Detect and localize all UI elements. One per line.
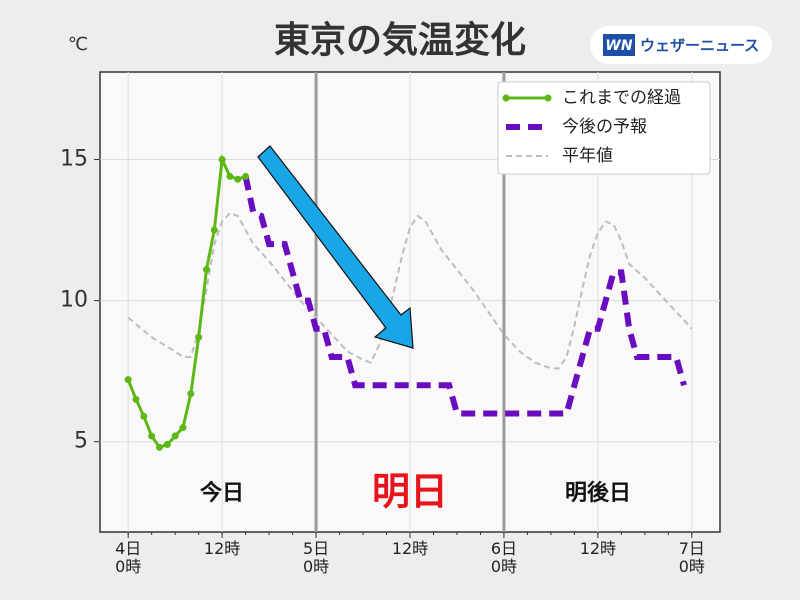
data-point bbox=[234, 175, 242, 183]
data-point bbox=[218, 155, 226, 163]
data-point bbox=[226, 172, 234, 180]
data-point bbox=[195, 333, 203, 341]
x-tick-label: 6日 0時 bbox=[490, 539, 518, 576]
logo-text: ウェザーニュース bbox=[640, 37, 759, 55]
data-point bbox=[155, 443, 163, 451]
chart-title: 東京の気温変化 bbox=[274, 19, 526, 61]
data-point bbox=[242, 172, 250, 180]
y-tick-label: 15 bbox=[60, 146, 88, 171]
data-point bbox=[210, 226, 218, 234]
x-tick-label: 5日 0時 bbox=[302, 539, 330, 576]
day-label: 明日 bbox=[372, 470, 448, 514]
data-point bbox=[179, 424, 187, 432]
data-point bbox=[124, 376, 132, 384]
legend-box bbox=[497, 81, 711, 175]
day-label: 明後日 bbox=[565, 480, 631, 506]
y-tick-label: 5 bbox=[74, 429, 88, 454]
series-line bbox=[126, 153, 247, 450]
data-point bbox=[187, 390, 195, 398]
legend-marker bbox=[544, 94, 552, 102]
logo-background bbox=[590, 26, 772, 64]
series-line bbox=[242, 175, 687, 417]
data-point bbox=[163, 441, 171, 449]
x-tick-label: 7日 0時 bbox=[678, 539, 705, 576]
x-tick-label: 4日 0時 bbox=[115, 539, 142, 576]
logo: WN ウェザーニュース bbox=[590, 26, 772, 64]
day-label: 今日 bbox=[200, 480, 244, 506]
legend-label: これまでの経過 bbox=[562, 88, 681, 108]
logo-mark: WN bbox=[605, 38, 632, 54]
data-point bbox=[202, 266, 210, 274]
data-point bbox=[132, 395, 140, 403]
y-axis-label: ℃ bbox=[68, 34, 88, 55]
trend-arrow bbox=[257, 145, 414, 349]
legend-label: 今後の予報 bbox=[562, 117, 647, 137]
data-point bbox=[140, 412, 148, 420]
data-point bbox=[171, 432, 179, 440]
x-tick-label: 12時 bbox=[203, 539, 241, 558]
legend-marker bbox=[502, 94, 510, 102]
x-tick-label: 12時 bbox=[391, 539, 429, 558]
legend-label: 平年値 bbox=[562, 146, 613, 166]
x-tick-label: 12時 bbox=[579, 539, 617, 558]
logo-box bbox=[603, 34, 635, 56]
y-tick-label: 10 bbox=[60, 288, 88, 313]
data-point bbox=[148, 432, 156, 440]
